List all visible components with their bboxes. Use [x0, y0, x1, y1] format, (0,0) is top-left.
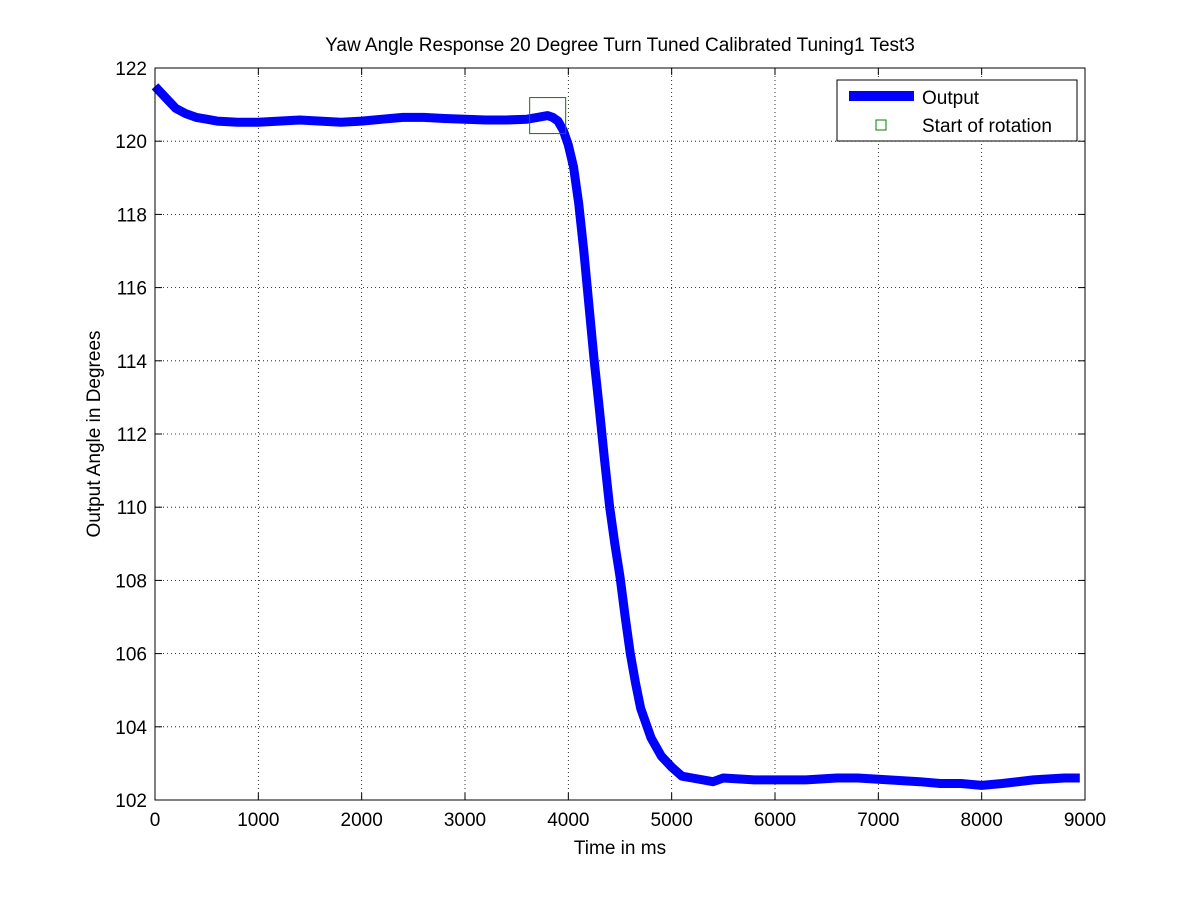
series-line-output	[151, 83, 1080, 790]
y-tick-label: 114	[117, 352, 148, 373]
legend-label-output: Output	[922, 88, 980, 109]
y-tick-label: 104	[115, 718, 147, 739]
y-tick-label: 122	[115, 59, 147, 80]
y-tick-label: 116	[117, 279, 147, 300]
x-tick-label: 7000	[857, 810, 899, 831]
y-tick-label: 112	[117, 425, 147, 446]
y-tick-label: 108	[115, 571, 147, 592]
y-tick-label: 102	[115, 791, 147, 812]
start-of-rotation-marker	[529, 97, 567, 135]
x-tick-label: 2000	[341, 810, 383, 831]
y-tick-label: 110	[117, 498, 147, 519]
y-axis-label: Output Angle in Degrees	[84, 330, 105, 537]
x-tick-label: 4000	[547, 810, 589, 831]
plot-series	[151, 83, 1080, 790]
legend: Output Start of rotation	[836, 79, 1078, 142]
legend-box	[836, 79, 1078, 142]
x-tick-label: 6000	[754, 810, 796, 831]
y-tick-label: 106	[115, 645, 147, 666]
x-tick-label: 9000	[1064, 810, 1106, 831]
x-tick-label: 5000	[651, 810, 693, 831]
chart-title: Yaw Angle Response 20 Degree Turn Tuned …	[325, 35, 915, 56]
legend-label-start-of-rotation: Start of rotation	[922, 116, 1052, 137]
y-tick-label: 120	[115, 132, 147, 153]
x-axis-label: Time in ms	[574, 838, 666, 859]
x-tick-label: 3000	[444, 810, 486, 831]
axis-ticks: 0 1000 2000 3000 4000 5000 6000 7000 8000 9000 102…	[115, 59, 1106, 831]
y-tick-label: 118	[117, 205, 147, 226]
x-tick-label: 1000	[237, 810, 279, 831]
legend-swatch-start-of-rotation	[875, 119, 887, 131]
x-tick-label: 8000	[961, 810, 1003, 831]
x-tick-label: 0	[150, 810, 161, 831]
